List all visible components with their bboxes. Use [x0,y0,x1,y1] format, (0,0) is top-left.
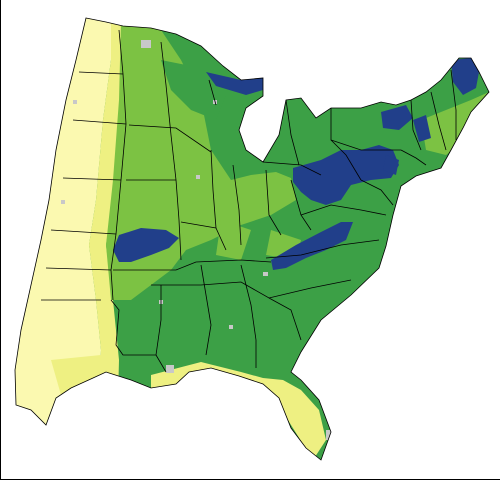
state-borders [14,17,490,461]
